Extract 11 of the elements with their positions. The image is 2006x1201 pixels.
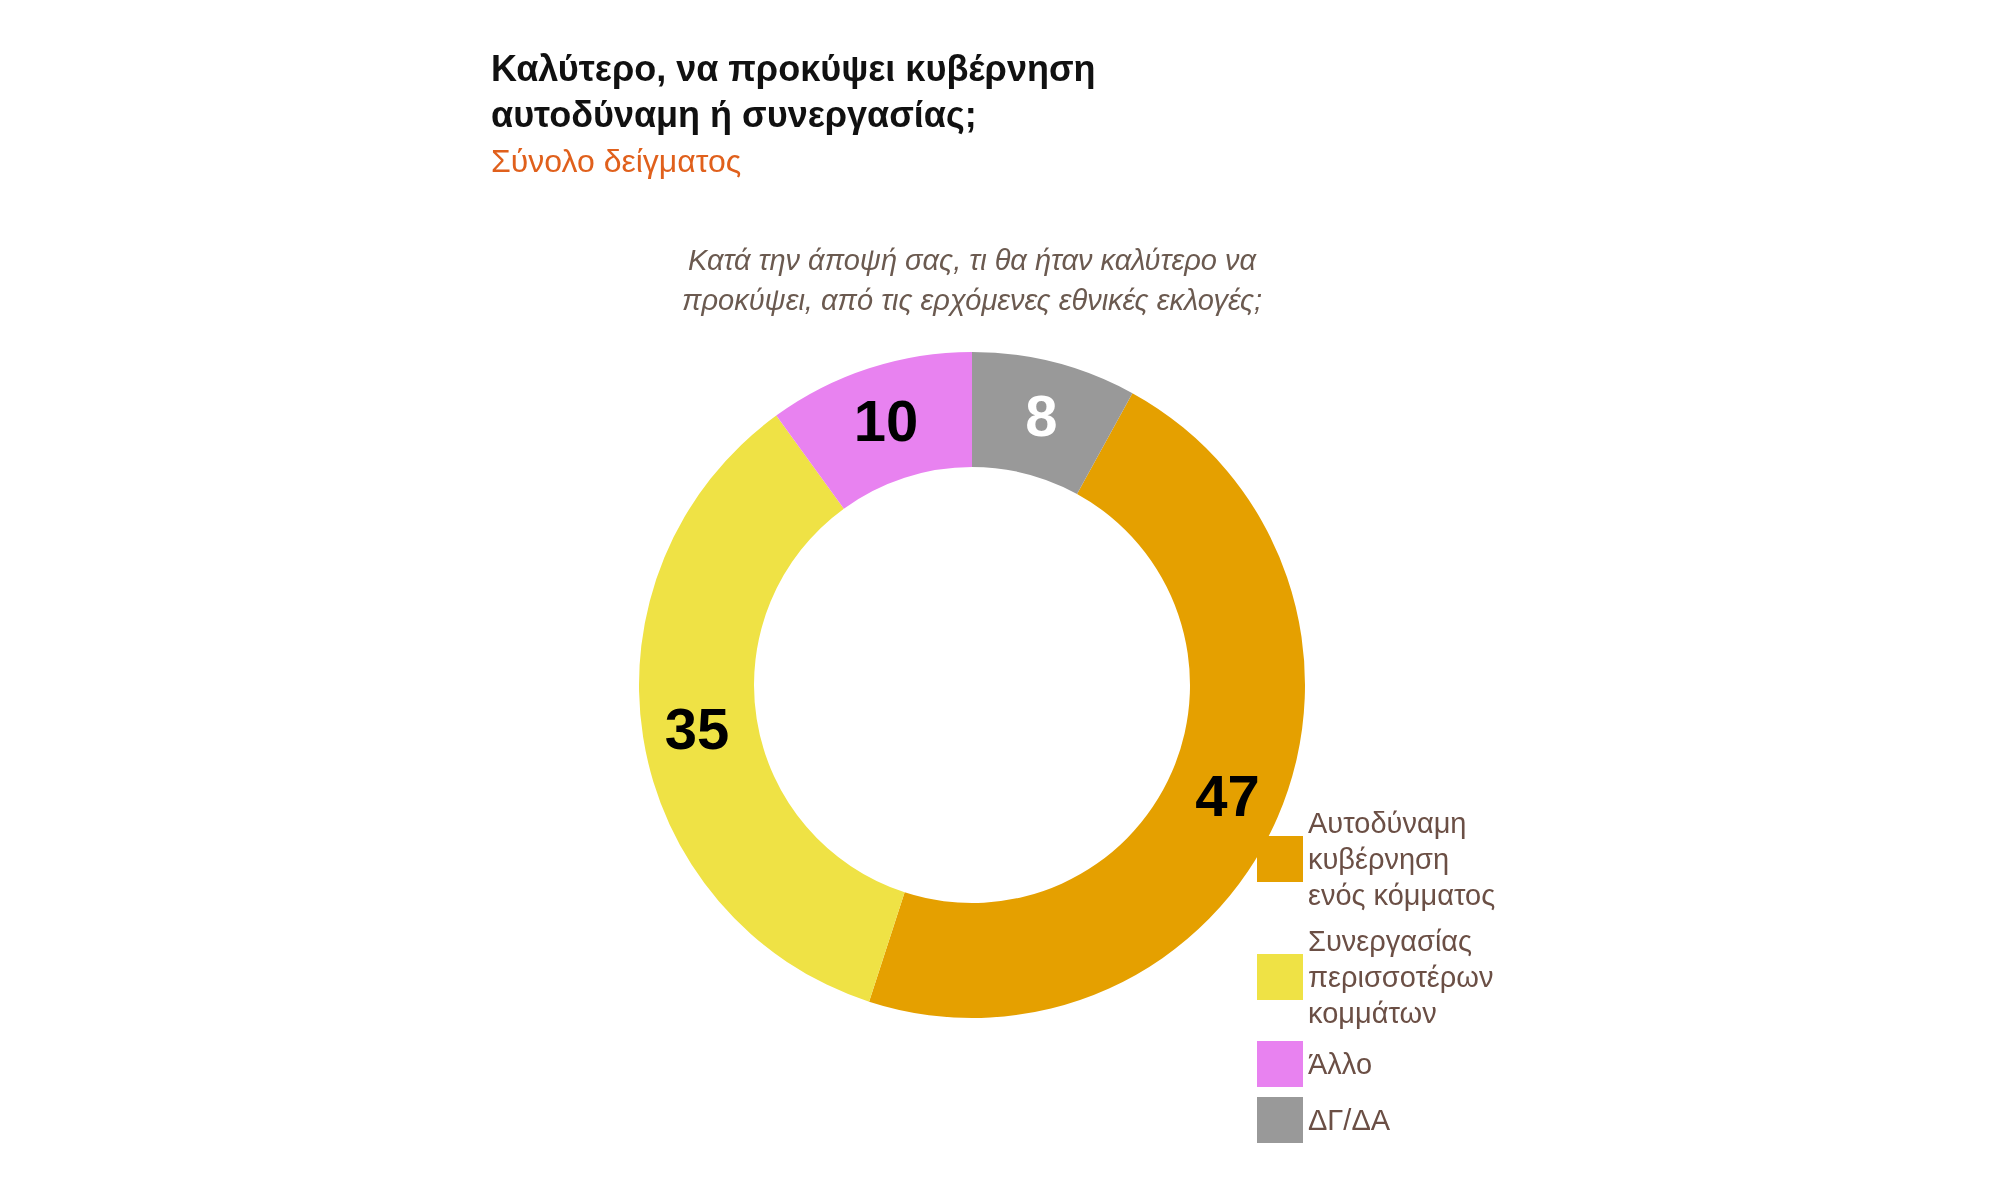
data-label: 10 <box>853 387 919 453</box>
legend-label: Άλλο <box>1308 1048 1373 1080</box>
chart-subtitle: Σύνολο δείγματος <box>491 143 742 179</box>
text: Κατά την άποψή σας, τι θα ήταν καλύτερο να προκύψει, από τις ερχόμενες εθνικές εκλογές; <box>681 244 1263 316</box>
data-label: 47 <box>1195 763 1260 829</box>
chart-title: Καλύτερο, να προκύψει κυβέρνηση αυτοδύναμη ή συνεργασίας; <box>491 47 1096 135</box>
data-label: 35 <box>664 696 730 762</box>
legend-label: ΔΓ/ΔΑ <box>1308 1104 1391 1136</box>
data-label: 8 <box>1025 382 1058 448</box>
legend-label: Αυτοδύναμη κυβέρνηση ενός κόμματος <box>1308 807 1496 911</box>
legend-label: Συνεργασίας περισσοτέρων κομμάτων <box>1308 925 1494 1029</box>
